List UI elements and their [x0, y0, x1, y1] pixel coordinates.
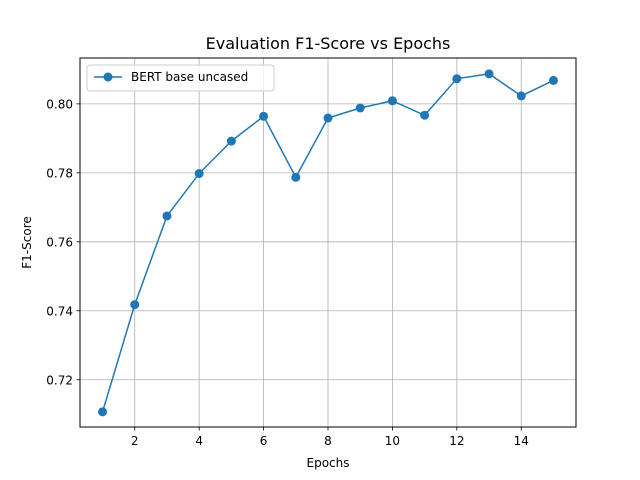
- data-point: [387, 96, 397, 106]
- data-point: [226, 136, 236, 146]
- plot-series: [98, 69, 558, 417]
- data-point: [323, 113, 333, 123]
- y-axis-label: F1-Score: [20, 216, 34, 268]
- chart-title: Evaluation F1-Score vs Epochs: [206, 34, 451, 53]
- data-point: [194, 169, 204, 179]
- data-point: [162, 211, 172, 221]
- legend: BERT base uncased: [86, 64, 275, 92]
- legend-marker-swatch: [103, 72, 113, 82]
- y-tick-label: 0.80: [46, 97, 73, 111]
- data-point: [548, 75, 558, 85]
- data-point: [484, 69, 494, 79]
- y-tick-label: 0.72: [46, 373, 73, 387]
- y-tick-label: 0.76: [46, 235, 73, 249]
- data-point: [355, 103, 365, 113]
- data-point: [516, 91, 526, 101]
- data-point: [98, 407, 108, 417]
- x-tick-label: 12: [449, 434, 464, 448]
- legend-label: BERT base uncased: [131, 70, 248, 84]
- data-point: [420, 110, 430, 120]
- y-tick-label: 0.74: [46, 304, 73, 318]
- x-tick-label: 6: [260, 434, 268, 448]
- x-tick-label: 14: [514, 434, 529, 448]
- legend-box: [86, 64, 275, 92]
- x-axis-ticks: 2 4 6 8 10 12 14: [131, 427, 529, 448]
- data-point: [130, 300, 140, 310]
- x-tick-label: 10: [385, 434, 400, 448]
- y-tick-label: 0.78: [46, 166, 73, 180]
- x-tick-label: 8: [324, 434, 332, 448]
- data-point: [452, 74, 462, 84]
- x-axis-label: Epochs: [307, 456, 350, 470]
- x-tick-label: 2: [131, 434, 139, 448]
- data-point: [259, 111, 269, 121]
- y-axis-ticks: 0.72 0.74 0.76 0.78 0.80: [46, 97, 80, 387]
- x-tick-label: 4: [195, 434, 203, 448]
- data-point: [291, 172, 301, 182]
